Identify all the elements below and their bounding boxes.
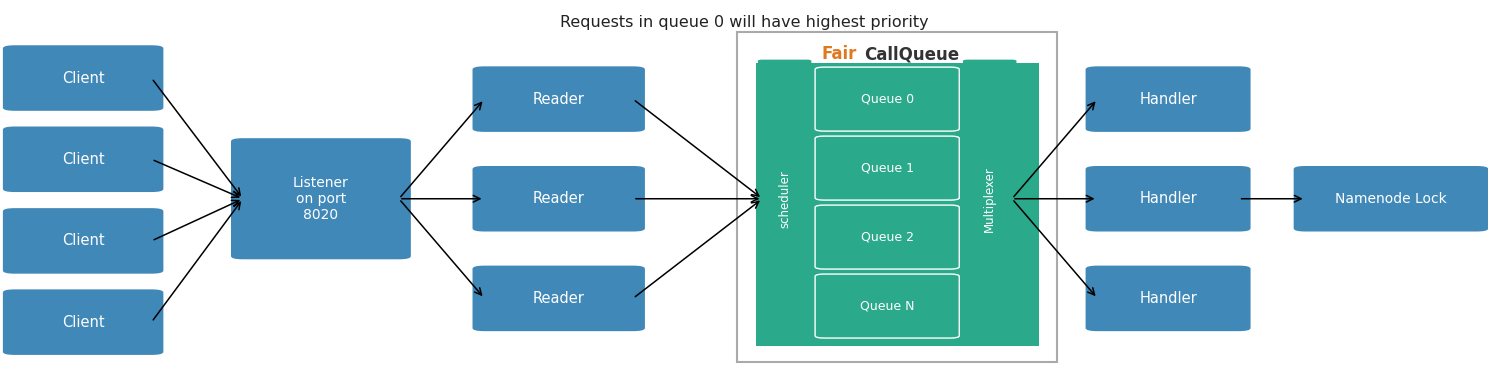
Text: Handler: Handler: [1139, 91, 1197, 107]
FancyBboxPatch shape: [814, 67, 959, 131]
Text: Requests in queue 0 will have highest priority: Requests in queue 0 will have highest pr…: [560, 15, 929, 30]
FancyBboxPatch shape: [472, 266, 645, 331]
Text: Fair: Fair: [822, 46, 856, 63]
FancyBboxPatch shape: [963, 60, 1017, 338]
Bar: [756, 63, 1039, 346]
Text: Client: Client: [63, 234, 104, 249]
Text: Namenode Lock: Namenode Lock: [1336, 192, 1447, 206]
Text: Client: Client: [63, 71, 104, 86]
Text: Reader: Reader: [533, 291, 585, 306]
Text: Reader: Reader: [533, 191, 585, 206]
FancyBboxPatch shape: [758, 60, 812, 338]
Text: Handler: Handler: [1139, 291, 1197, 306]
Text: Multiplexer: Multiplexer: [983, 166, 996, 232]
FancyBboxPatch shape: [231, 138, 411, 259]
FancyBboxPatch shape: [3, 127, 164, 192]
FancyBboxPatch shape: [3, 208, 164, 274]
Text: Reader: Reader: [533, 91, 585, 107]
Text: CallQueue: CallQueue: [864, 46, 959, 63]
Text: Client: Client: [63, 315, 104, 330]
FancyBboxPatch shape: [1085, 166, 1251, 232]
FancyBboxPatch shape: [814, 205, 959, 269]
FancyBboxPatch shape: [1085, 266, 1251, 331]
FancyBboxPatch shape: [472, 66, 645, 132]
FancyBboxPatch shape: [3, 45, 164, 111]
Text: Queue 1: Queue 1: [861, 162, 914, 174]
FancyBboxPatch shape: [1085, 66, 1251, 132]
Text: Queue 0: Queue 0: [861, 93, 914, 106]
Text: Queue N: Queue N: [861, 300, 914, 313]
Text: Client: Client: [63, 152, 104, 167]
FancyBboxPatch shape: [814, 136, 959, 200]
FancyBboxPatch shape: [814, 274, 959, 338]
FancyBboxPatch shape: [472, 166, 645, 232]
FancyBboxPatch shape: [3, 290, 164, 355]
Text: Handler: Handler: [1139, 191, 1197, 206]
Text: Listener
on port
8020: Listener on port 8020: [293, 176, 348, 222]
Text: Queue 2: Queue 2: [861, 230, 914, 244]
FancyBboxPatch shape: [737, 32, 1057, 362]
Text: scheduler: scheduler: [779, 170, 791, 228]
FancyBboxPatch shape: [1294, 166, 1489, 232]
